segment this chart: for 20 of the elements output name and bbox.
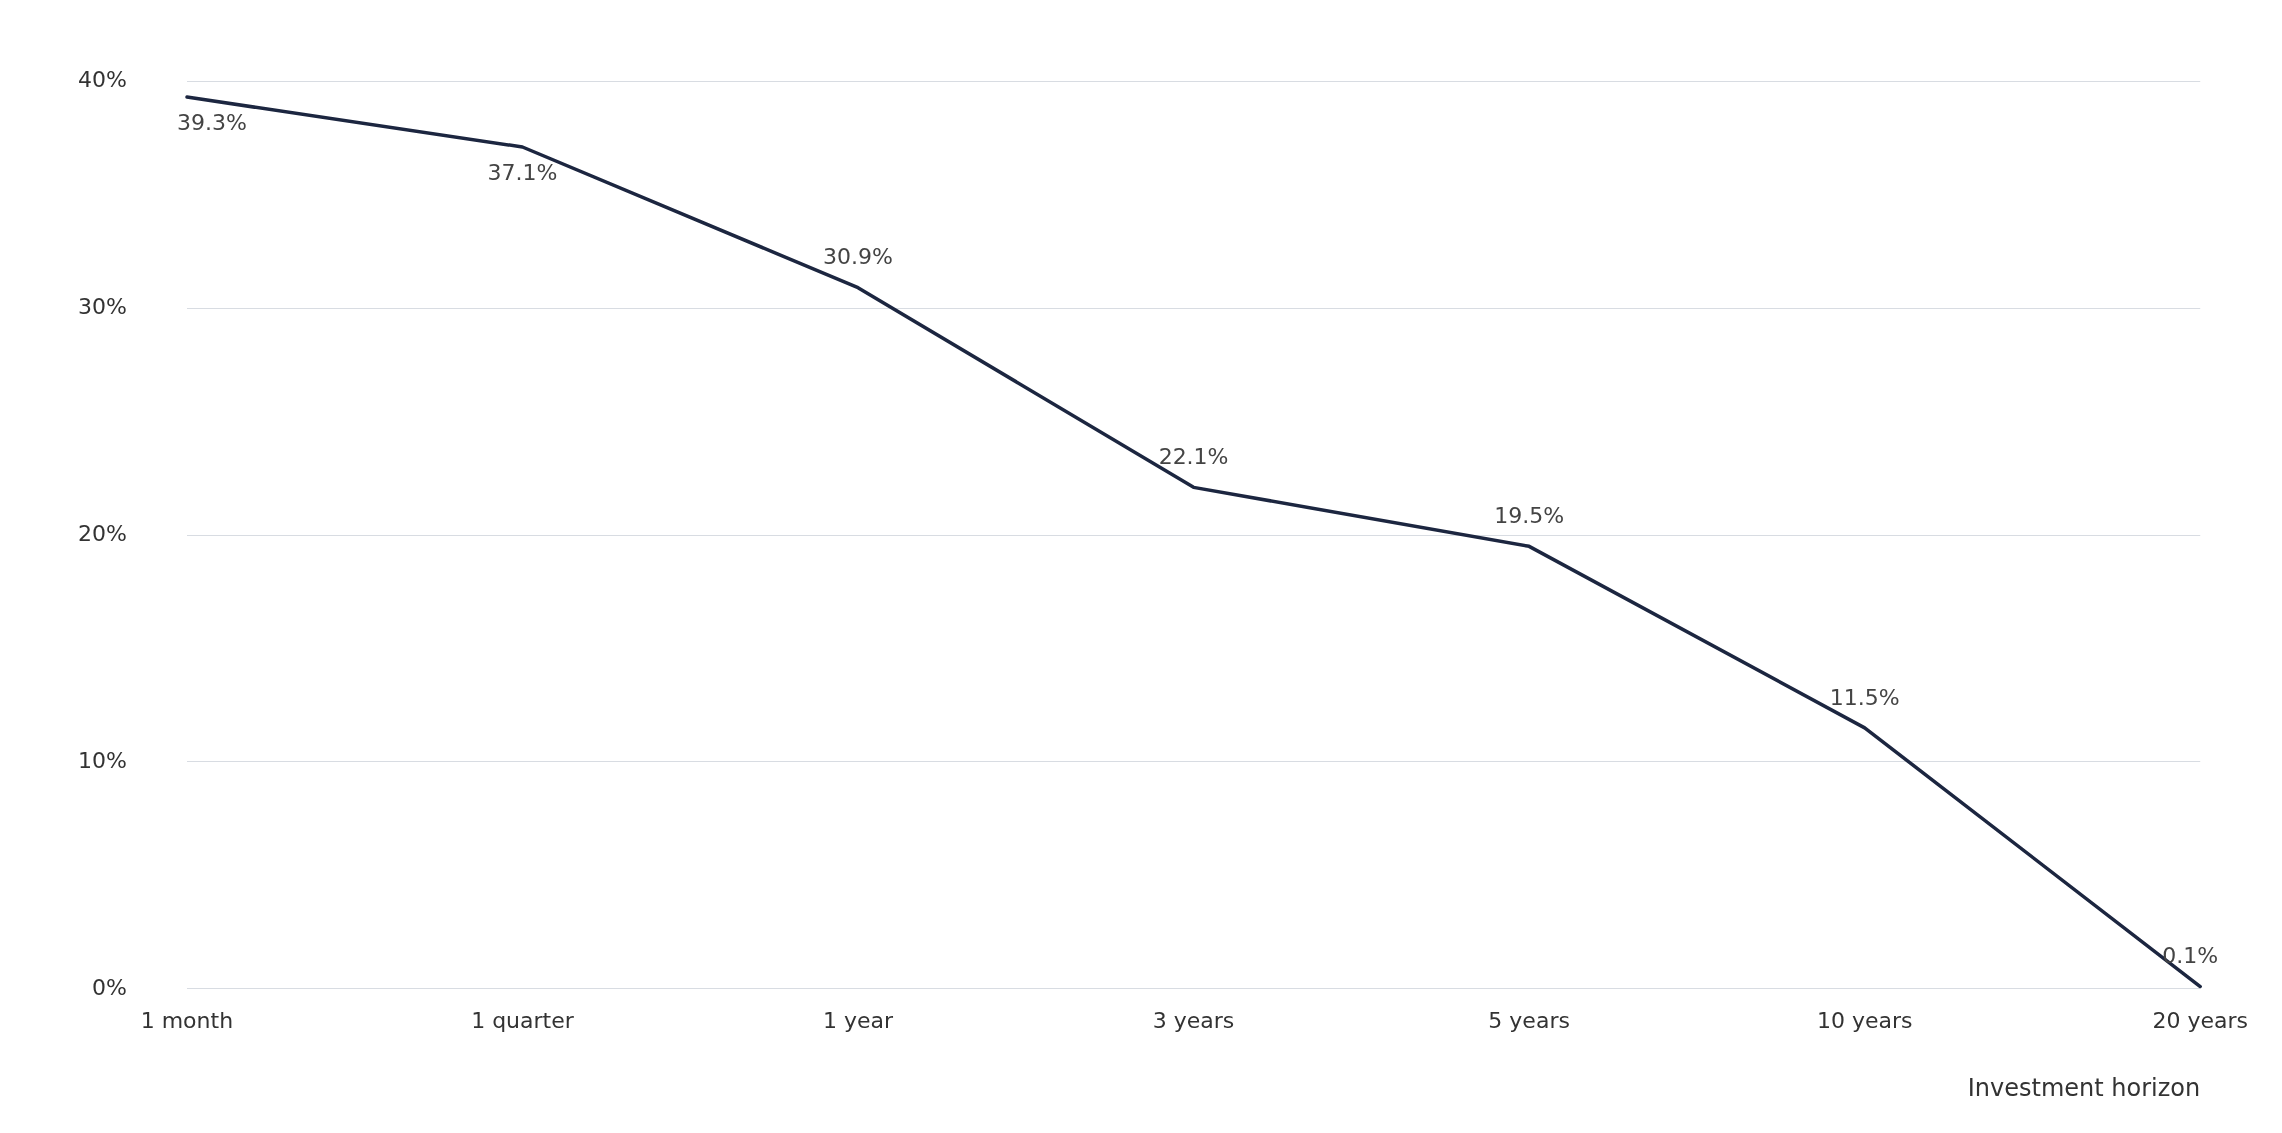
y-tick-label: 10% bbox=[77, 747, 127, 773]
y-tick-label: 30% bbox=[77, 293, 127, 319]
x-tick-label: 1 quarter bbox=[471, 1007, 575, 1033]
y-tick-label: 20% bbox=[77, 520, 127, 546]
data-label: 19.5% bbox=[1494, 503, 1565, 529]
data-label: 37.1% bbox=[487, 159, 558, 185]
x-tick-label: 3 years bbox=[1152, 1007, 1235, 1033]
x-tick-label: 10 years bbox=[1816, 1007, 1913, 1033]
data-label: 11.5% bbox=[1829, 684, 1900, 710]
x-tick-label: 1 month bbox=[140, 1007, 234, 1033]
x-axis-title: Investment horizon bbox=[1967, 1073, 2201, 1102]
y-tick-label: 0% bbox=[91, 974, 127, 1000]
data-label: 39.3% bbox=[176, 109, 247, 135]
data-label: 22.1% bbox=[1158, 444, 1229, 470]
x-tick-label: 5 years bbox=[1488, 1007, 1570, 1033]
x-tick-label: 1 year bbox=[822, 1007, 894, 1033]
x-tick-label: 20 years bbox=[2152, 1007, 2248, 1033]
data-label: 0.1% bbox=[2162, 943, 2219, 969]
y-tick-label: 40% bbox=[77, 66, 127, 92]
data-label: 30.9% bbox=[823, 244, 893, 270]
